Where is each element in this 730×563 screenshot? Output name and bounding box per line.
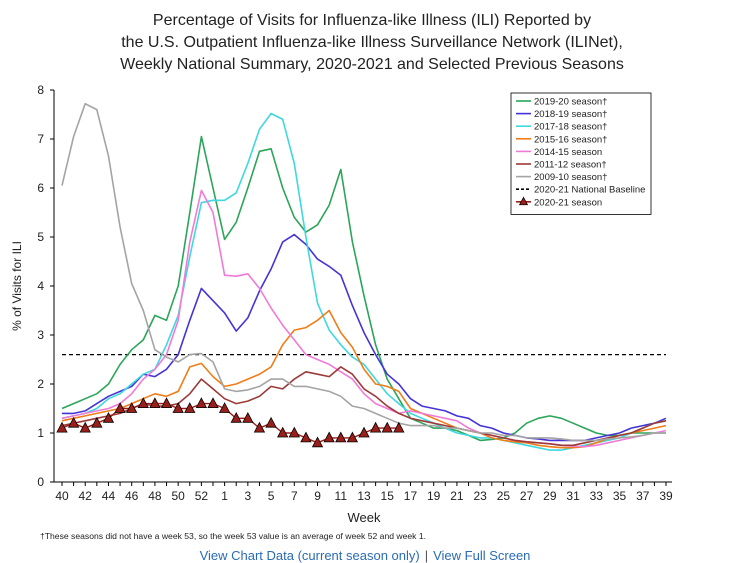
data-point-2020-21 [91,416,103,428]
x-tick-label: 3 [245,489,252,503]
x-tick-label: 35 [613,489,627,503]
legend-label: 2018-19 season† [534,109,607,120]
data-point-2020-21 [56,421,68,433]
x-tick-label: 27 [520,489,534,503]
y-tick-label: 8 [37,83,44,97]
legend-marker [518,196,529,206]
data-point-2020-21 [277,426,289,438]
x-tick-label: 48 [148,489,162,503]
x-tick-label: 29 [543,489,557,503]
y-axis-title: % of Visits for ILI [10,241,24,331]
data-point-2020-21 [230,411,242,423]
series-line-2017-18-season [61,112,667,451]
data-point-2020-21 [253,421,266,433]
data-point-2020-21 [335,431,347,443]
view-chart-data-link[interactable]: View Chart Data (current season only) [199,548,420,563]
data-point-2020-21 [149,397,161,409]
x-tick-label: 42 [79,489,93,503]
x-tick-label: 46 [125,489,139,503]
x-tick-label: 33 [590,489,604,503]
x-tick-label: 37 [636,489,650,503]
data-point-2020-21 [323,431,335,443]
x-tick-label: 52 [195,489,209,503]
y-tick-label: 0 [37,475,44,489]
series-line-2019-20-season [61,135,666,442]
y-tick-label: 1 [37,426,44,440]
chart-title-line-1: Percentage of Visits for Influenza-like … [152,12,592,29]
y-tick-label: 3 [37,328,44,342]
data-point-2020-21 [102,411,115,423]
data-point-2020-21 [358,426,370,438]
legend-label: 2019-20 season† [534,97,607,108]
chart-links: View Chart Data (current season only) | Vi… [0,548,730,563]
link-separator: | [424,548,429,563]
x-tick-label: 11 [335,489,348,503]
data-point-2020-21 [300,431,312,443]
chart-footnote: †These seasons did not have a week 53, s… [40,531,426,541]
x-tick-label: 17 [404,489,418,503]
data-point-2020-21 [311,436,324,448]
data-point-2020-21 [265,416,277,428]
legend-label: 2014-15 season [534,147,602,158]
legend-label: 2009-10 season† [534,172,607,183]
legend-label: 2015-16 season† [534,134,607,145]
data-point-2020-21 [381,421,393,433]
data-point-2020-21 [67,416,80,428]
data-point-2020-21 [114,402,126,413]
x-tick-label: 5 [268,489,275,503]
view-full-screen-link[interactable]: View Full Screen [433,548,531,563]
x-tick-label: 25 [497,489,511,503]
series-line-2018-19-season [62,233,667,442]
data-point-2020-21 [126,402,138,413]
data-point-2020-21 [393,421,405,433]
data-point-2020-21 [160,397,173,409]
data-point-2020-21 [288,426,300,438]
chart-frame: Percentage of Visits for Influenza-like … [8,0,720,540]
x-axis-title: Week [348,510,381,525]
chart-title-line-2: the U.S. Outpatient Influenza-like Illne… [121,34,623,51]
data-point-2020-21 [207,397,219,409]
legend-label: 2020-21 season [534,197,602,208]
y-tick-label: 4 [37,279,44,293]
x-tick-label: 23 [473,489,487,503]
y-tick-label: 6 [37,181,44,195]
legend-label: 2017-18 season† [534,122,607,133]
data-point-2020-21 [79,421,91,433]
data-point-2020-21 [184,402,196,413]
data-point-2020-21 [137,397,149,409]
x-tick-label: 31 [566,489,580,503]
x-tick-label: 21 [450,489,464,503]
x-tick-label: 39 [659,489,673,503]
data-point-2020-21 [172,402,184,413]
y-tick-label: 7 [37,132,44,146]
data-point-2020-21 [195,397,208,409]
x-tick-label: 40 [55,489,69,503]
y-tick-label: 2 [37,377,44,391]
x-tick-label: 9 [314,489,321,503]
x-tick-label: 7 [291,489,298,503]
series-line-2015-16-season [61,309,667,449]
chart-title: Percentage of Visits for Influenza-like … [16,10,728,76]
x-tick-label: 1 [221,489,228,503]
x-tick-label: 44 [102,489,116,503]
x-tick-label: 19 [427,489,441,503]
x-tick-label: 50 [171,489,185,503]
series-line-2009-10-season [61,102,666,442]
data-point-2020-21 [242,411,254,423]
legend-label: 2011-12 season† [534,160,607,171]
legend-box [510,92,652,215]
x-tick-label: 13 [357,489,371,503]
x-tick-label: 15 [381,489,395,503]
data-point-2020-21 [218,402,231,413]
data-point-2020-21 [346,431,359,443]
chart-title-line-3: Weekly National Summary, 2020-2021 and S… [120,56,624,73]
legend-label: 2020-21 National Baseline [534,185,645,196]
data-point-2020-21 [369,421,382,433]
y-tick-label: 5 [37,230,44,244]
